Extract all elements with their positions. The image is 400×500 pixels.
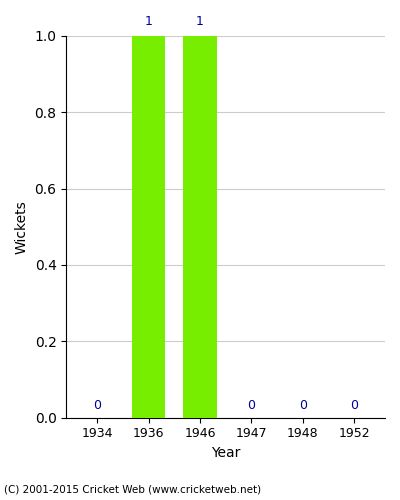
Bar	[183, 36, 217, 418]
Y-axis label: Wickets: Wickets	[15, 200, 29, 254]
Text: 1: 1	[196, 15, 204, 28]
X-axis label: Year: Year	[211, 446, 240, 460]
Text: (C) 2001-2015 Cricket Web (www.cricketweb.net): (C) 2001-2015 Cricket Web (www.cricketwe…	[4, 485, 261, 495]
Text: 0: 0	[247, 399, 255, 412]
Text: 0: 0	[93, 399, 101, 412]
Bar	[132, 36, 165, 418]
Text: 0: 0	[350, 399, 358, 412]
Text: 1: 1	[144, 15, 152, 28]
Text: 0: 0	[299, 399, 307, 412]
